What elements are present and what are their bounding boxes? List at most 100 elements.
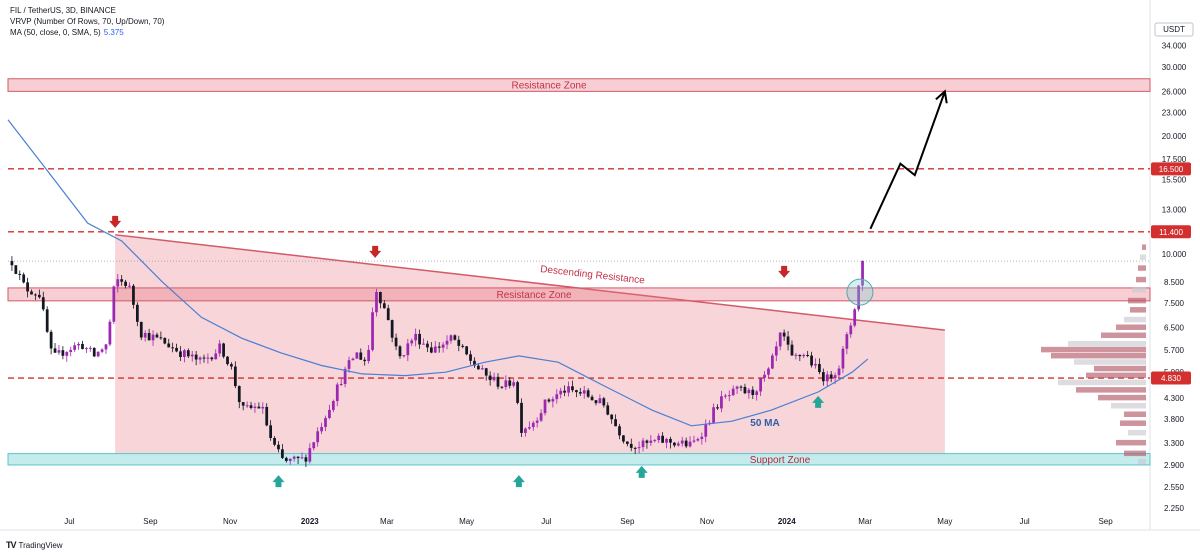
candle	[469, 354, 472, 361]
candle	[226, 356, 229, 365]
candle	[853, 309, 857, 326]
candle	[73, 345, 77, 350]
candle	[771, 355, 774, 369]
candle	[22, 274, 26, 283]
candle	[222, 343, 225, 357]
volume-profile-bar	[1111, 402, 1146, 409]
x-tick-label: Sep	[1098, 517, 1113, 526]
candle	[269, 425, 273, 438]
down-arrow-3	[778, 265, 791, 278]
candle	[767, 368, 770, 375]
candle	[359, 352, 363, 360]
candle	[751, 389, 755, 395]
candle	[394, 337, 398, 347]
tradingview-logo-icon: TV	[6, 540, 16, 550]
descending-resistance-line	[115, 234, 945, 331]
candle	[245, 405, 249, 407]
candle	[304, 457, 308, 462]
candle	[155, 334, 159, 338]
candle	[194, 354, 198, 360]
volume-profile-bar	[1138, 265, 1146, 271]
candle	[328, 409, 331, 419]
candle	[790, 344, 794, 356]
y-tick-label: 13.000	[1162, 205, 1187, 214]
x-tick-label: Sep	[620, 517, 635, 526]
candle	[422, 343, 425, 345]
candle	[37, 294, 41, 298]
volume-profile-bar	[1076, 387, 1146, 393]
candle	[163, 337, 167, 344]
candle	[406, 343, 410, 356]
candle	[492, 376, 496, 381]
candle	[582, 390, 586, 394]
candle	[10, 261, 14, 266]
candle	[139, 321, 143, 338]
currency-label-box	[1154, 22, 1194, 37]
candle	[316, 431, 320, 443]
volume-profile-bar	[1120, 420, 1146, 426]
candle	[382, 303, 386, 309]
candle	[273, 437, 276, 445]
candle	[465, 346, 469, 355]
candle	[426, 343, 429, 348]
candle	[649, 440, 653, 443]
candle	[676, 443, 680, 446]
candle	[124, 281, 127, 286]
candle	[453, 335, 457, 340]
ma-label: 50 MA	[750, 418, 779, 429]
candle	[331, 401, 335, 410]
time-axis: Jul Sep Nov 2023 Mar May Jul Sep Nov 2024 Mar May Ju…	[64, 517, 1113, 526]
candle	[147, 332, 151, 341]
candle	[390, 320, 394, 338]
candle	[743, 386, 747, 394]
candle	[402, 355, 406, 357]
volume-profile-bar	[1086, 372, 1146, 379]
candle	[516, 382, 519, 403]
candle	[578, 392, 582, 394]
candle	[449, 335, 453, 341]
candle	[763, 374, 766, 378]
candle	[143, 332, 147, 338]
candle	[861, 260, 864, 286]
candle	[34, 294, 37, 296]
y-tick-label: 6.500	[1164, 323, 1185, 332]
candle	[814, 363, 817, 366]
candle	[504, 380, 508, 388]
candle	[512, 382, 516, 386]
volume-profile-bar	[1058, 379, 1146, 386]
candle	[30, 291, 33, 295]
candle	[641, 440, 645, 448]
x-tick-label: Nov	[700, 517, 714, 526]
candle	[633, 447, 637, 449]
candle	[845, 334, 849, 349]
candle	[379, 292, 382, 304]
candle	[484, 368, 488, 376]
candle	[661, 435, 664, 443]
candle	[559, 390, 563, 395]
y-tick-label: 7.500	[1164, 299, 1185, 308]
candle	[802, 354, 806, 357]
ma-50-line	[7, 119, 869, 427]
candle	[343, 368, 347, 384]
candle	[727, 395, 731, 397]
footer: TV TradingView	[6, 540, 63, 550]
candle	[794, 354, 798, 356]
ma-legend-value: 5.375	[103, 28, 124, 37]
footer-brand: TradingView	[18, 540, 63, 550]
candle	[81, 343, 84, 350]
candle	[571, 386, 574, 391]
candle	[457, 339, 461, 346]
candle	[531, 422, 535, 428]
price-axis: USDT 34.000 30.000 26.000 23.000 20.000 17.500…	[1151, 22, 1194, 513]
price-badge-bg	[1151, 162, 1191, 176]
candle	[128, 285, 131, 287]
candle	[300, 457, 304, 459]
candle	[104, 344, 108, 350]
candle	[798, 354, 802, 357]
candle	[629, 443, 633, 448]
price-badge-11.400: 11.400	[1159, 228, 1183, 237]
price-badge-bg	[1151, 371, 1191, 385]
candle	[774, 346, 778, 356]
